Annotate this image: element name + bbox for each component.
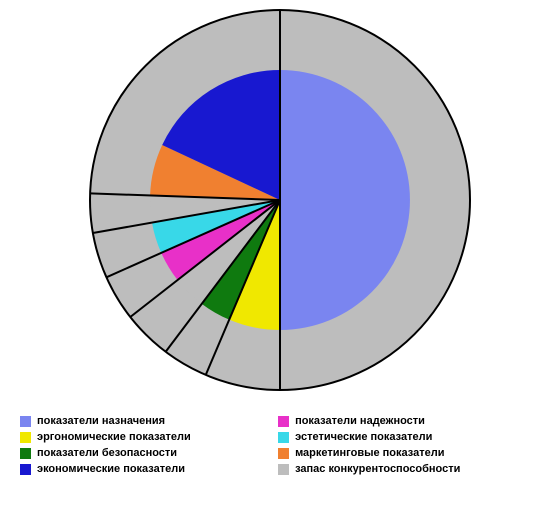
legend-label: показатели безопасности bbox=[37, 447, 177, 460]
legend-label: показатели назначения bbox=[37, 415, 165, 428]
legend-swatch bbox=[278, 416, 289, 427]
legend-label: показатели надежности bbox=[295, 415, 425, 428]
legend-swatch bbox=[278, 432, 289, 443]
legend-item: запас конкурентоспособности bbox=[278, 463, 533, 476]
legend-swatch bbox=[20, 464, 31, 475]
legend-item: экономические показатели bbox=[20, 463, 275, 476]
legend-item: эргономические показатели bbox=[20, 431, 275, 444]
legend-swatch bbox=[20, 416, 31, 427]
legend-label: запас конкурентоспособности bbox=[295, 463, 460, 476]
legend-item: показатели назначения bbox=[20, 415, 275, 428]
legend-label: маркетинговые показатели bbox=[295, 447, 444, 460]
pie-chart bbox=[0, 0, 558, 410]
legend-swatch bbox=[20, 432, 31, 443]
legend-swatch bbox=[278, 448, 289, 459]
legend-label: эстетические показатели bbox=[295, 431, 432, 444]
legend-item: показатели надежности bbox=[278, 415, 533, 428]
legend-label: эргономические показатели bbox=[37, 431, 191, 444]
legend-item: показатели безопасности bbox=[20, 447, 275, 460]
legend-item: эстетические показатели bbox=[278, 431, 533, 444]
legend-swatch bbox=[20, 448, 31, 459]
legend: показатели назначения эргономические пока… bbox=[20, 415, 538, 479]
legend-swatch bbox=[278, 464, 289, 475]
legend-item: маркетинговые показатели bbox=[278, 447, 533, 460]
legend-label: экономические показатели bbox=[37, 463, 185, 476]
